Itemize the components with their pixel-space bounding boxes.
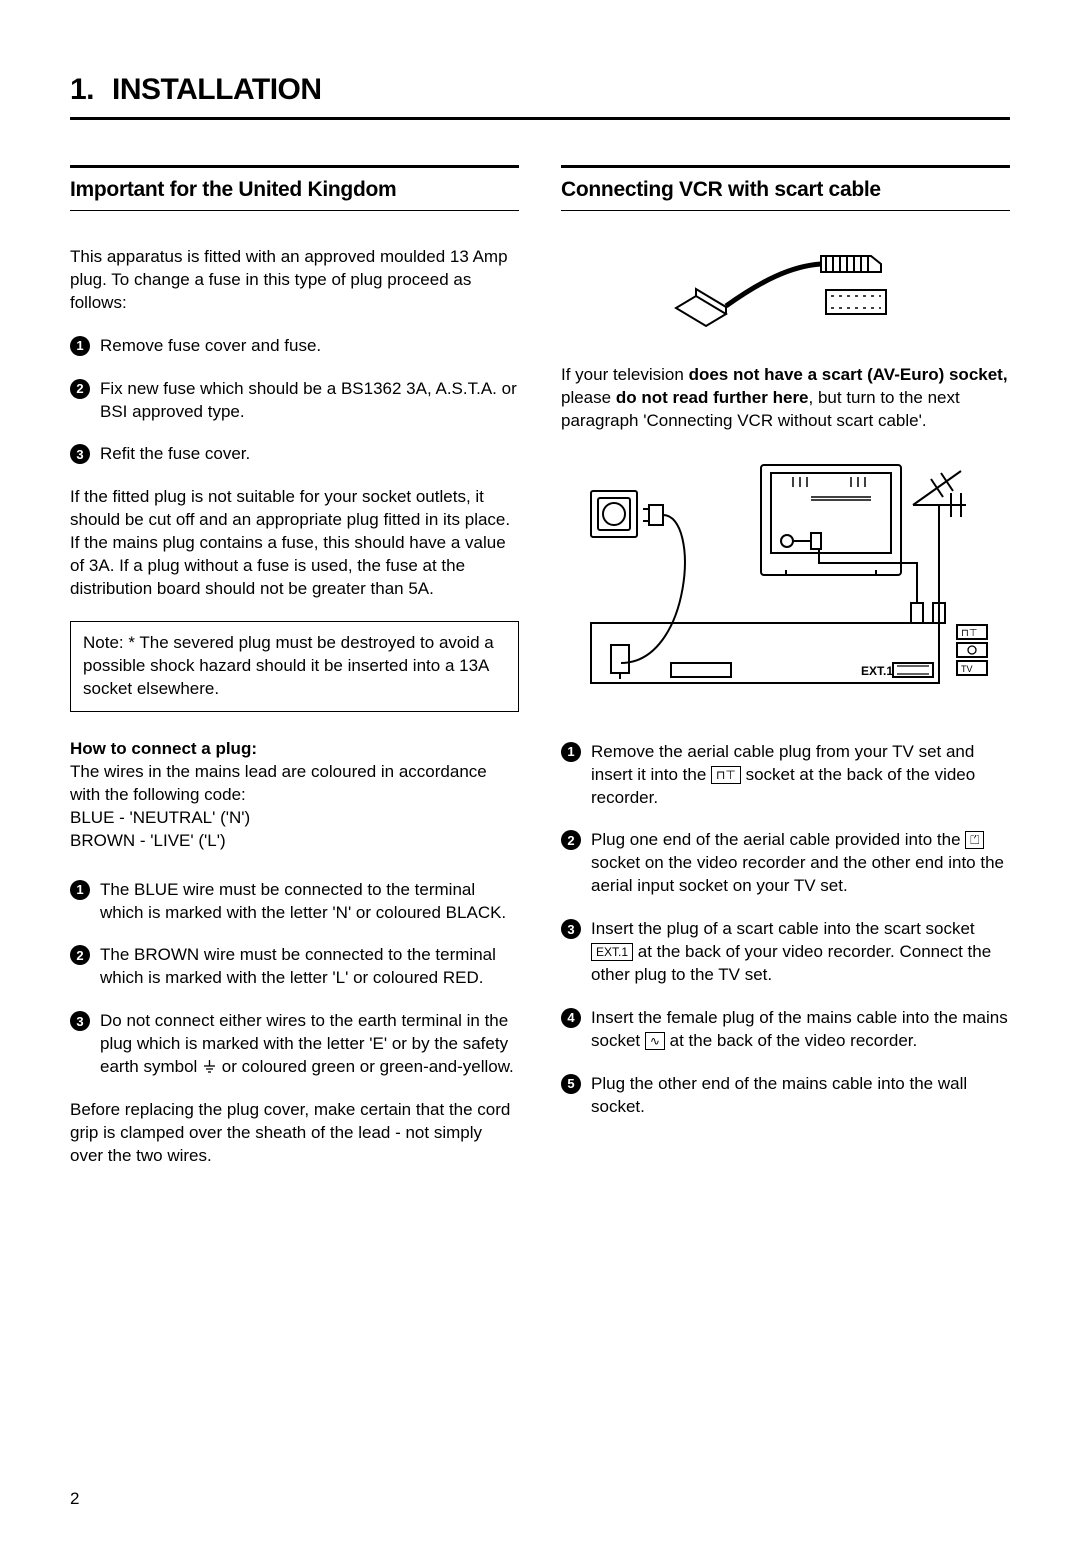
bullet-number-icon: 3 bbox=[70, 444, 90, 464]
text-bold: do not read further here bbox=[616, 388, 809, 407]
two-column-layout: Important for the United Kingdom This ap… bbox=[70, 165, 1010, 1188]
step-item: 2 Plug one end of the aerial cable provi… bbox=[561, 829, 1010, 898]
bullet-number-icon: 1 bbox=[70, 880, 90, 900]
step-text: The BROWN wire must be connected to the … bbox=[100, 944, 519, 990]
paragraph: If the fitted plug is not suitable for y… bbox=[70, 486, 519, 601]
step-item: 2 Fix new fuse which should be a BS1362 … bbox=[70, 378, 519, 424]
step-text: Remove fuse cover and fuse. bbox=[100, 335, 519, 358]
step-text: Insert the plug of a scart cable into th… bbox=[591, 918, 1010, 987]
antenna-in-icon: ⊓⊤ bbox=[711, 766, 741, 784]
note-text: Note: * The severed plug must be destroy… bbox=[83, 633, 494, 698]
howto-intro: The wires in the mains lead are coloured… bbox=[70, 762, 487, 804]
section-heading-scart: Connecting VCR with scart cable bbox=[561, 165, 1010, 211]
scart-cable-diagram bbox=[561, 246, 1010, 336]
step-text-part: Insert the plug of a scart cable into th… bbox=[591, 919, 975, 938]
step-text: Do not connect either wires to the earth… bbox=[100, 1010, 519, 1079]
note-box: Note: * The severed plug must be destroy… bbox=[70, 621, 519, 712]
step-item: 1 Remove fuse cover and fuse. bbox=[70, 335, 519, 358]
step-text-part: or coloured green or green-and-yellow. bbox=[217, 1057, 514, 1076]
right-column: Connecting VCR with scart cable bbox=[561, 165, 1010, 1188]
step-item: 3 Do not connect either wires to the ear… bbox=[70, 1010, 519, 1079]
step-item: 1 Remove the aerial cable plug from your… bbox=[561, 741, 1010, 810]
subheading: How to connect a plug: bbox=[70, 739, 257, 758]
scart-warning: If your television does not have a scart… bbox=[561, 364, 1010, 433]
intro-text: This apparatus is fitted with an approve… bbox=[70, 246, 519, 315]
step-text: Remove the aerial cable plug from your T… bbox=[591, 741, 1010, 810]
section-heading-uk: Important for the United Kingdom bbox=[70, 165, 519, 211]
paragraph: Before replacing the plug cover, make ce… bbox=[70, 1099, 519, 1168]
ext1-label: EXT.1 bbox=[861, 664, 893, 678]
step-text-part: Plug one end of the aerial cable provide… bbox=[591, 830, 965, 849]
mains-socket-icon: ∿ bbox=[645, 1032, 665, 1050]
step-text: Plug one end of the aerial cable provide… bbox=[591, 829, 1010, 898]
scart-cable-icon bbox=[671, 246, 901, 336]
bullet-number-icon: 2 bbox=[70, 945, 90, 965]
svg-text:⊓⊤: ⊓⊤ bbox=[961, 628, 978, 639]
connection-diagram: EXT.1 bbox=[561, 453, 1010, 713]
page-number: 2 bbox=[70, 1488, 1010, 1511]
step-item: 3 Insert the plug of a scart cable into … bbox=[561, 918, 1010, 987]
text-part: If your television bbox=[561, 365, 689, 384]
step-text: Fix new fuse which should be a BS1362 3A… bbox=[100, 378, 519, 424]
step-text: Insert the female plug of the mains cabl… bbox=[591, 1007, 1010, 1053]
step-text: The BLUE wire must be connected to the t… bbox=[100, 879, 519, 925]
svg-text:TV: TV bbox=[961, 664, 973, 674]
bullet-number-icon: 2 bbox=[70, 379, 90, 399]
step-item: 4 Insert the female plug of the mains ca… bbox=[561, 1007, 1010, 1053]
bullet-number-icon: 2 bbox=[561, 830, 581, 850]
left-column: Important for the United Kingdom This ap… bbox=[70, 165, 519, 1188]
wire-code-blue: BLUE - 'NEUTRAL' ('N') bbox=[70, 808, 250, 827]
wire-code-brown: BROWN - 'LIVE' ('L') bbox=[70, 831, 226, 850]
howto-block: How to connect a plug: The wires in the … bbox=[70, 738, 519, 853]
chapter-number: 1. bbox=[70, 73, 94, 106]
step-text-part: at the back of the video recorder. bbox=[665, 1031, 917, 1050]
bullet-number-icon: 4 bbox=[561, 1008, 581, 1028]
ext1-socket-icon: EXT.1 bbox=[591, 943, 633, 961]
text-bold: does not have a scart (AV-Euro) socket, bbox=[689, 365, 1008, 384]
step-item: 5 Plug the other end of the mains cable … bbox=[561, 1073, 1010, 1119]
text-part: please bbox=[561, 388, 616, 407]
step-item: 2 The BROWN wire must be connected to th… bbox=[70, 944, 519, 990]
step-text-part: socket on the video recorder and the oth… bbox=[591, 853, 1004, 895]
step-item: 1 The BLUE wire must be connected to the… bbox=[70, 879, 519, 925]
bullet-number-icon: 1 bbox=[70, 336, 90, 356]
step-text: Refit the fuse cover. bbox=[100, 443, 519, 466]
bullet-number-icon: 5 bbox=[561, 1074, 581, 1094]
vcr-tv-connection-icon: EXT.1 bbox=[571, 453, 1001, 713]
step-text-part: at the back of your video recorder. Conn… bbox=[591, 942, 991, 984]
step-text: Plug the other end of the mains cable in… bbox=[591, 1073, 1010, 1119]
step-item: 3 Refit the fuse cover. bbox=[70, 443, 519, 466]
bullet-number-icon: 3 bbox=[561, 919, 581, 939]
earth-symbol-icon bbox=[204, 1060, 215, 1074]
chapter-heading: 1. INSTALLATION bbox=[70, 70, 1010, 120]
bullet-number-icon: 1 bbox=[561, 742, 581, 762]
chapter-title-text: INSTALLATION bbox=[112, 73, 322, 106]
tv-out-icon: ⏍ bbox=[965, 831, 984, 849]
bullet-number-icon: 3 bbox=[70, 1011, 90, 1031]
